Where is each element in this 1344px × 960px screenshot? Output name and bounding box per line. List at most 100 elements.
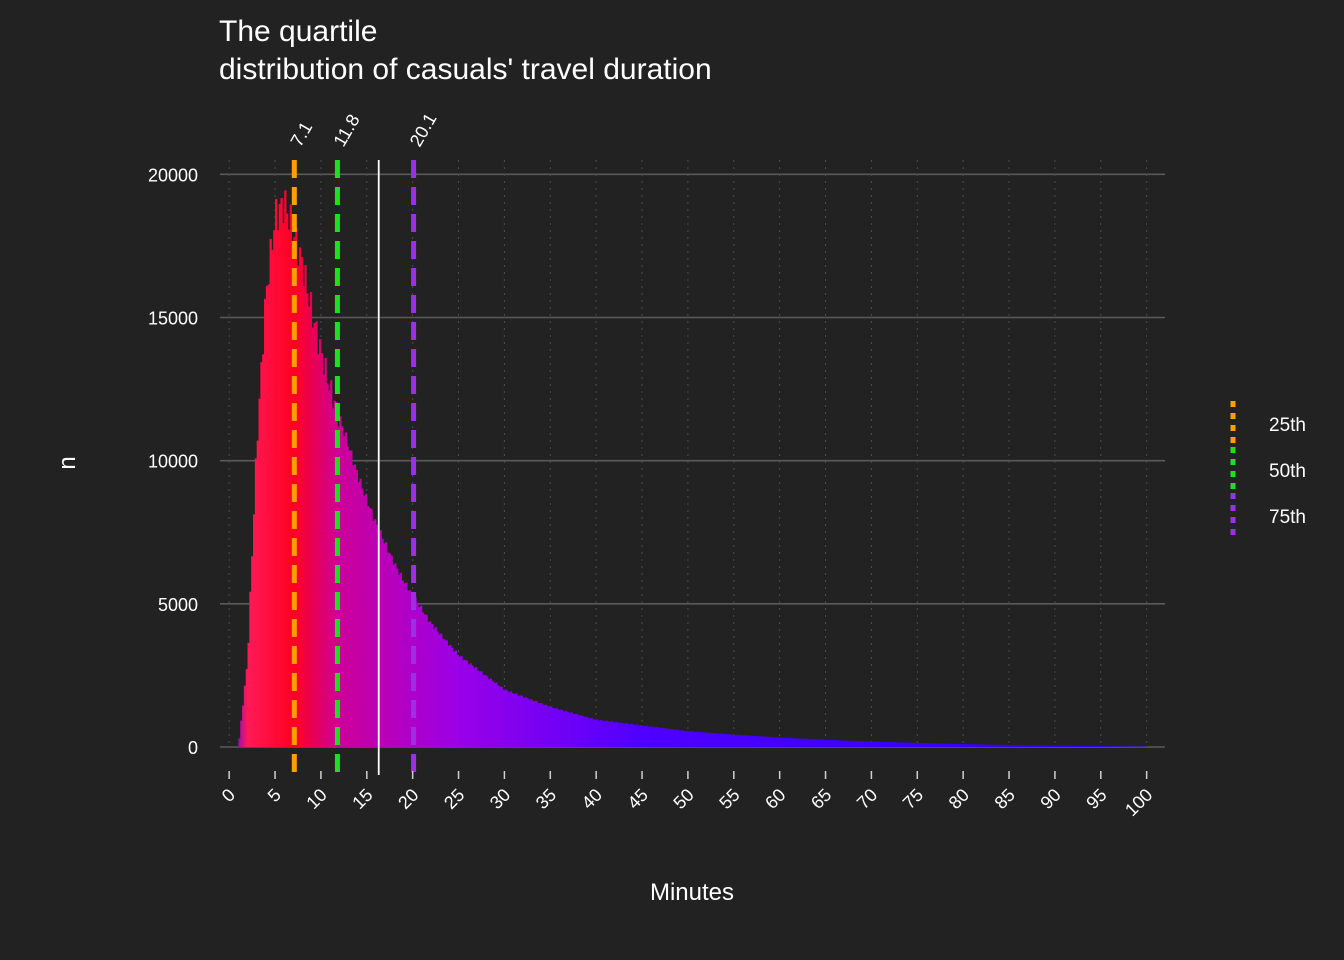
y-tick-label: 10000 — [148, 452, 198, 472]
histogram-bar — [603, 721, 606, 747]
histogram-bar — [994, 744, 997, 747]
histogram-bar — [854, 740, 858, 747]
histogram-bar — [586, 717, 590, 747]
histogram-bar — [845, 740, 848, 747]
histogram-bar — [976, 744, 979, 747]
histogram-bar — [572, 713, 575, 747]
histogram-bar — [695, 731, 698, 747]
histogram-bar — [781, 737, 784, 747]
histogram-bar — [834, 740, 837, 747]
histogram-bar — [1102, 746, 1105, 747]
histogram-bar — [298, 247, 302, 747]
histogram-bar — [840, 740, 843, 747]
histogram-bar — [878, 741, 881, 747]
histogram-bar — [1045, 745, 1048, 747]
histogram-bar — [590, 718, 593, 747]
histogram-bar — [702, 732, 705, 747]
histogram-bar — [1032, 745, 1036, 747]
histogram-bar — [640, 725, 643, 747]
histogram-bar — [887, 742, 891, 747]
histogram-bar — [1029, 745, 1032, 747]
histogram-bar — [968, 744, 971, 747]
histogram-bar — [981, 744, 984, 747]
histogram-bar — [902, 742, 905, 747]
histogram-bar — [1010, 745, 1014, 747]
histogram-bar — [996, 744, 999, 747]
histogram-bar — [816, 739, 819, 747]
histogram-bar — [568, 712, 571, 747]
histogram-bar — [922, 743, 926, 747]
histogram-bar — [520, 695, 524, 747]
histogram-bar — [502, 690, 505, 747]
histogram-bar — [963, 744, 966, 747]
histogram-bars — [238, 190, 1148, 748]
histogram-bar — [632, 724, 636, 747]
histogram-bar — [809, 739, 812, 747]
histogram-bar — [1065, 745, 1069, 747]
histogram-bar — [871, 741, 874, 747]
histogram-bar — [522, 697, 525, 747]
histogram-bar — [342, 436, 346, 747]
histogram-bar — [955, 743, 959, 747]
histogram-bar — [306, 293, 309, 747]
histogram-bar — [247, 642, 250, 747]
histogram-bar — [972, 744, 975, 747]
histogram-bar — [511, 693, 514, 747]
histogram-bar — [359, 478, 362, 747]
histogram-bar — [509, 691, 513, 747]
histogram-bar — [1095, 746, 1098, 747]
histogram-bar — [399, 572, 403, 747]
histogram-bar — [799, 738, 803, 747]
histogram-bar — [605, 720, 608, 747]
histogram-bar — [814, 739, 817, 747]
histogram-bar — [548, 707, 551, 747]
histogram-bar — [787, 737, 790, 747]
histogram-bar — [372, 520, 375, 747]
histogram-bar — [988, 744, 992, 747]
histogram-bar — [575, 713, 579, 747]
histogram-bar — [798, 738, 801, 747]
histogram-bar — [790, 738, 793, 747]
chart-title-line-2: distribution of casuals' travel duration — [219, 53, 712, 86]
histogram-bar — [297, 265, 300, 747]
histogram-bar — [665, 728, 669, 747]
histogram-bar — [1053, 745, 1056, 747]
chart-title: The quartile distribution of casuals' tr… — [219, 15, 712, 86]
histogram-bar — [388, 553, 392, 747]
histogram-bar — [662, 728, 665, 747]
histogram-bar — [930, 743, 933, 747]
histogram-bar — [1128, 746, 1131, 747]
histogram-bar — [443, 639, 447, 747]
histogram-bar — [352, 465, 355, 747]
histogram-bar — [777, 737, 781, 747]
histogram-bar — [612, 722, 615, 747]
histogram-bar — [526, 698, 529, 747]
histogram-bar — [656, 727, 659, 747]
histogram-bar — [386, 552, 390, 747]
histogram-bar — [625, 723, 628, 747]
histogram-bar — [1051, 745, 1054, 747]
histogram-bar — [693, 731, 696, 747]
histogram-bar — [1016, 745, 1019, 747]
histogram-bar — [1031, 745, 1034, 747]
histogram-bar — [970, 744, 973, 747]
histogram-bar — [339, 416, 342, 747]
histogram-bar — [344, 432, 348, 747]
histogram-bar — [240, 720, 243, 747]
histogram-bar — [381, 538, 384, 747]
histogram-bar — [636, 724, 639, 747]
histogram-bar — [304, 264, 307, 747]
histogram-bar — [282, 222, 285, 747]
x-tick-label: 45 — [624, 785, 652, 813]
histogram-bar — [889, 742, 892, 747]
histogram-bar — [979, 744, 982, 747]
x-tick-label: 30 — [486, 785, 514, 813]
histogram-bar — [731, 734, 735, 747]
histogram-bar — [1014, 745, 1017, 747]
histogram-bar — [856, 740, 859, 747]
histogram-bar — [315, 321, 318, 747]
histogram-bar — [383, 543, 386, 747]
histogram-bar — [792, 738, 795, 747]
x-tick-label: 0 — [218, 785, 239, 806]
histogram-bar — [504, 689, 507, 747]
